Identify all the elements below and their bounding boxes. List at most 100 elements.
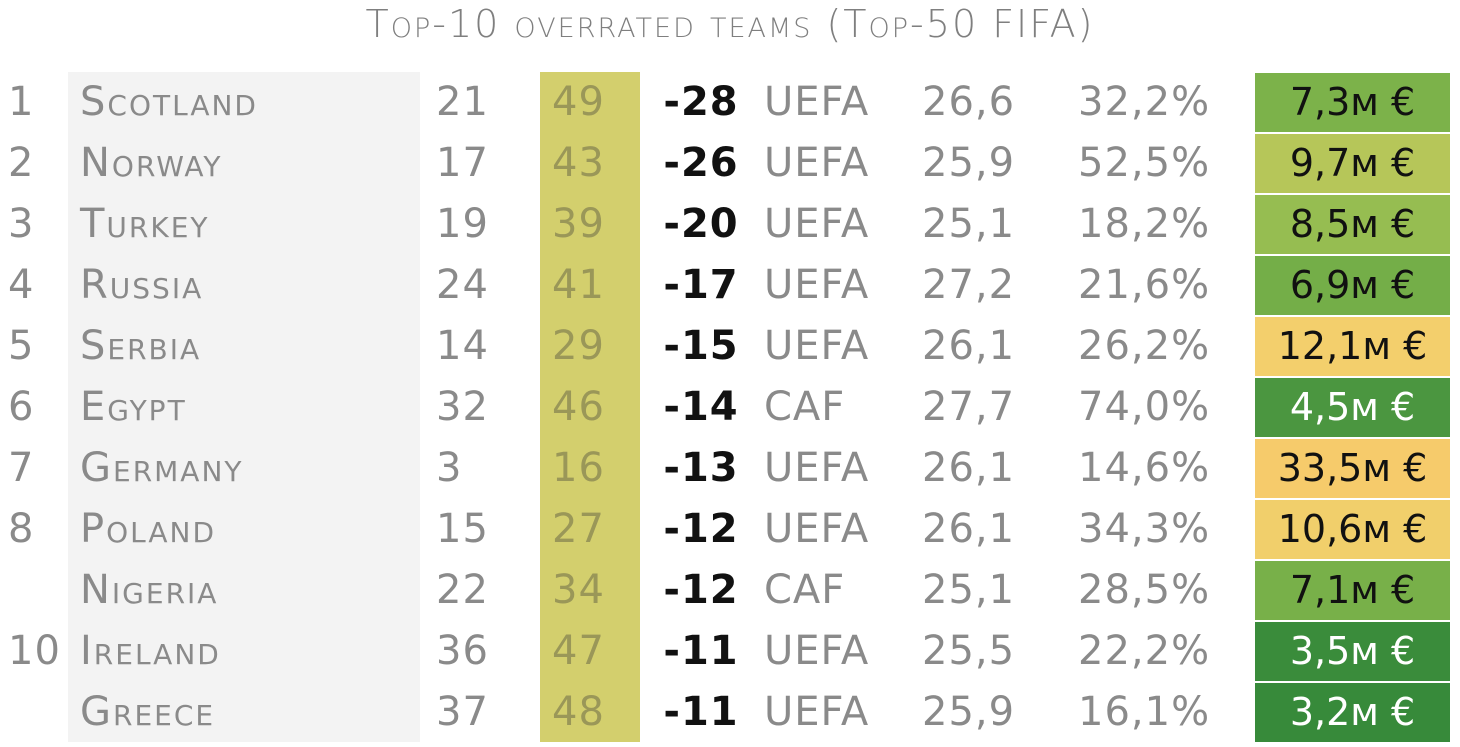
percentage-cell: 28,5% bbox=[1078, 567, 1211, 613]
rank-cell: 3 bbox=[8, 201, 35, 247]
fifa-rank-cell: 48 bbox=[552, 689, 605, 735]
table-row: 10 Ireland 36 47 -11 UEFA 25,5 22,2% 3,5… bbox=[0, 621, 1460, 682]
rank-cell bbox=[8, 560, 68, 621]
market-value-cell: 7,3м € bbox=[1255, 73, 1450, 133]
team-column-background bbox=[68, 72, 420, 742]
team-name-cell: Russia bbox=[80, 262, 204, 308]
rank-cell: 2 bbox=[8, 140, 35, 186]
confederation-cell: UEFA bbox=[764, 262, 870, 308]
percentage-cell: 14,6% bbox=[1078, 445, 1211, 491]
rank-difference-cell: -17 bbox=[663, 262, 739, 308]
fifa-rank-cell: 41 bbox=[552, 262, 605, 308]
elo-rank-cell: 19 bbox=[436, 201, 489, 247]
table-row: 6 Egypt 32 46 -14 CAF 27,7 74,0% 4,5м € bbox=[0, 377, 1460, 438]
elo-rank-cell: 36 bbox=[436, 628, 489, 674]
average-age-cell: 26,1 bbox=[922, 323, 1016, 369]
fifa-rank-cell: 39 bbox=[552, 201, 605, 247]
team-name-cell: Ireland bbox=[80, 628, 221, 674]
team-name-cell: Poland bbox=[80, 506, 217, 552]
rank-cell: 10 bbox=[8, 628, 61, 674]
confederation-cell: CAF bbox=[764, 567, 846, 613]
percentage-cell: 22,2% bbox=[1078, 628, 1211, 674]
elo-rank-cell: 3 bbox=[436, 445, 463, 491]
market-value-cell: 6,9м € bbox=[1255, 256, 1450, 316]
rank-difference-cell: -28 bbox=[663, 79, 739, 125]
average-age-cell: 25,9 bbox=[922, 689, 1016, 735]
elo-rank-cell: 21 bbox=[436, 79, 489, 125]
elo-rank-cell: 37 bbox=[436, 689, 489, 735]
rank-difference-cell: -12 bbox=[663, 506, 739, 552]
team-name-cell: Serbia bbox=[80, 323, 202, 369]
table-row: Greece 37 48 -11 UEFA 25,9 16,1% 3,2м € bbox=[0, 682, 1460, 743]
confederation-cell: UEFA bbox=[764, 628, 870, 674]
market-value-cell: 8,5м € bbox=[1255, 195, 1450, 255]
percentage-cell: 74,0% bbox=[1078, 384, 1211, 430]
fifa-rank-cell: 27 bbox=[552, 506, 605, 552]
fifa-rank-cell: 47 bbox=[552, 628, 605, 674]
rank-cell: 8 bbox=[8, 506, 35, 552]
table-row: 5 Serbia 14 29 -15 UEFA 26,1 26,2% 12,1м… bbox=[0, 316, 1460, 377]
rank-cell: 7 bbox=[8, 445, 35, 491]
average-age-cell: 27,7 bbox=[922, 384, 1016, 430]
table-title: Top-10 overrated teams (Top-50 FIFA) bbox=[365, 2, 1095, 46]
table-row: 7 Germany 3 16 -13 UEFA 26,1 14,6% 33,5м… bbox=[0, 438, 1460, 499]
confederation-cell: UEFA bbox=[764, 323, 870, 369]
average-age-cell: 26,1 bbox=[922, 506, 1016, 552]
average-age-cell: 25,1 bbox=[922, 201, 1016, 247]
fifa-rank-cell: 16 bbox=[552, 445, 605, 491]
percentage-cell: 18,2% bbox=[1078, 201, 1211, 247]
market-value-cell: 12,1м € bbox=[1255, 317, 1450, 377]
average-age-cell: 25,5 bbox=[922, 628, 1016, 674]
team-name-cell: Greece bbox=[80, 689, 216, 735]
elo-rank-cell: 17 bbox=[436, 140, 489, 186]
table-row: 8 Poland 15 27 -12 UEFA 26,1 34,3% 10,6м… bbox=[0, 499, 1460, 560]
confederation-cell: UEFA bbox=[764, 79, 870, 125]
rank-cell: 5 bbox=[8, 323, 35, 369]
rank-difference-cell: -15 bbox=[663, 323, 739, 369]
elo-rank-cell: 14 bbox=[436, 323, 489, 369]
average-age-cell: 26,1 bbox=[922, 445, 1016, 491]
fifa-rank-cell: 46 bbox=[552, 384, 605, 430]
confederation-cell: UEFA bbox=[764, 140, 870, 186]
market-value-cell: 3,5м € bbox=[1255, 622, 1450, 682]
market-value-cell: 9,7м € bbox=[1255, 134, 1450, 194]
average-age-cell: 25,9 bbox=[922, 140, 1016, 186]
team-name-cell: Norway bbox=[80, 140, 223, 186]
percentage-cell: 21,6% bbox=[1078, 262, 1211, 308]
fifa-rank-cell: 43 bbox=[552, 140, 605, 186]
percentage-cell: 34,3% bbox=[1078, 506, 1211, 552]
table-row: Nigeria 22 34 -12 CAF 25,1 28,5% 7,1м € bbox=[0, 560, 1460, 621]
confederation-cell: UEFA bbox=[764, 201, 870, 247]
fifa-rank-cell: 29 bbox=[552, 323, 605, 369]
rank-difference-cell: -26 bbox=[663, 140, 739, 186]
team-name-cell: Nigeria bbox=[80, 567, 219, 613]
rank-difference-cell: -20 bbox=[663, 201, 739, 247]
percentage-cell: 52,5% bbox=[1078, 140, 1211, 186]
rank-difference-cell: -14 bbox=[663, 384, 739, 430]
market-value-cell: 4,5м € bbox=[1255, 378, 1450, 438]
elo-rank-cell: 22 bbox=[436, 567, 489, 613]
team-name-cell: Germany bbox=[80, 445, 244, 491]
percentage-cell: 16,1% bbox=[1078, 689, 1211, 735]
rank-cell: 1 bbox=[8, 79, 35, 125]
team-name-cell: Egypt bbox=[80, 384, 187, 430]
percentage-cell: 32,2% bbox=[1078, 79, 1211, 125]
rankings-table: 1 Scotland 21 49 -28 UEFA 26,6 32,2% 7,3… bbox=[0, 72, 1460, 743]
average-age-cell: 27,2 bbox=[922, 262, 1016, 308]
elo-rank-cell: 32 bbox=[436, 384, 489, 430]
confederation-cell: UEFA bbox=[764, 689, 870, 735]
table-row: 2 Norway 17 43 -26 UEFA 25,9 52,5% 9,7м … bbox=[0, 133, 1460, 194]
team-name-cell: Scotland bbox=[80, 79, 258, 125]
percentage-cell: 26,2% bbox=[1078, 323, 1211, 369]
elo-rank-cell: 24 bbox=[436, 262, 489, 308]
fifa-rank-cell: 49 bbox=[552, 79, 605, 125]
rank-difference-cell: -11 bbox=[663, 628, 739, 674]
average-age-cell: 26,6 bbox=[922, 79, 1016, 125]
rank-difference-cell: -12 bbox=[663, 567, 739, 613]
market-value-cell: 7,1м € bbox=[1255, 561, 1450, 621]
rank-cell bbox=[8, 682, 68, 743]
fifa-column-background bbox=[540, 72, 640, 742]
rank-difference-cell: -13 bbox=[663, 445, 739, 491]
table-row: 3 Turkey 19 39 -20 UEFA 25,1 18,2% 8,5м … bbox=[0, 194, 1460, 255]
market-value-cell: 3,2м € bbox=[1255, 683, 1450, 743]
